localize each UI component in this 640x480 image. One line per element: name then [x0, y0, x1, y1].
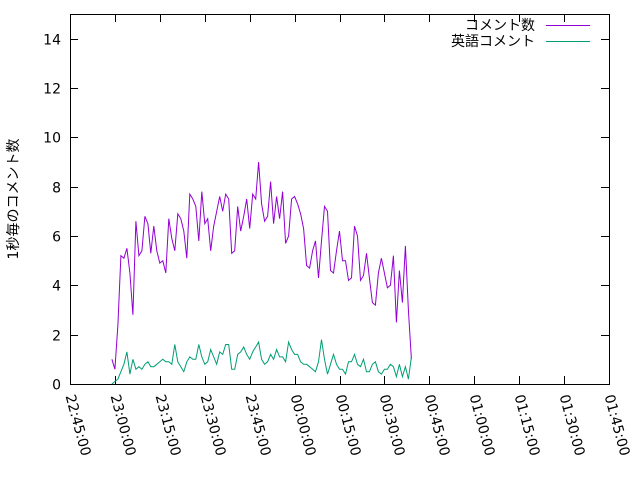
- legend-label: 英語コメント: [451, 33, 535, 50]
- x-tick-label: 23:45:00: [242, 393, 274, 458]
- x-tick-label: 01:15:00: [511, 393, 543, 458]
- x-tick-label: 00:15:00: [332, 393, 364, 458]
- y-tick-label: 14: [43, 33, 61, 49]
- y-tick-label: 8: [52, 181, 61, 197]
- x-tick-label: 01:30:00: [556, 393, 588, 458]
- y-tick-label: 6: [52, 230, 61, 246]
- x-tick-label: 00:00:00: [287, 393, 319, 458]
- x-axis: 22:45:00 23:00:00 23:15:00 23:30:00 23:45:00…: [62, 14, 633, 458]
- x-tick-label: 23:00:00: [107, 393, 139, 458]
- x-tick-label: 01:00:00: [466, 393, 498, 458]
- y-tick-label: 10: [43, 131, 61, 147]
- x-tick-label: 23:15:00: [152, 393, 184, 458]
- y-tick-label: 0: [52, 378, 61, 394]
- y-tick-label: 12: [43, 82, 61, 98]
- y-tick-label: 2: [52, 329, 61, 345]
- series-line-1: [111, 161, 412, 370]
- y-axis: 0 2 4 6 8 10 12 14: [43, 33, 609, 394]
- x-tick-label: 22:45:00: [62, 393, 94, 458]
- plot-frame: [70, 14, 610, 385]
- series-line-2: [111, 339, 412, 385]
- x-tick-label: 00:45:00: [421, 393, 453, 458]
- y-axis-label: 1秒毎のコメント数: [6, 139, 22, 260]
- y-tick-label: 4: [52, 279, 61, 295]
- series-lines: [111, 161, 412, 385]
- x-tick-label: 00:30:00: [376, 393, 408, 458]
- x-tick-label: 01:45:00: [601, 393, 633, 458]
- x-tick-label: 23:30:00: [197, 393, 229, 458]
- legend-label: コメント数: [465, 18, 535, 34]
